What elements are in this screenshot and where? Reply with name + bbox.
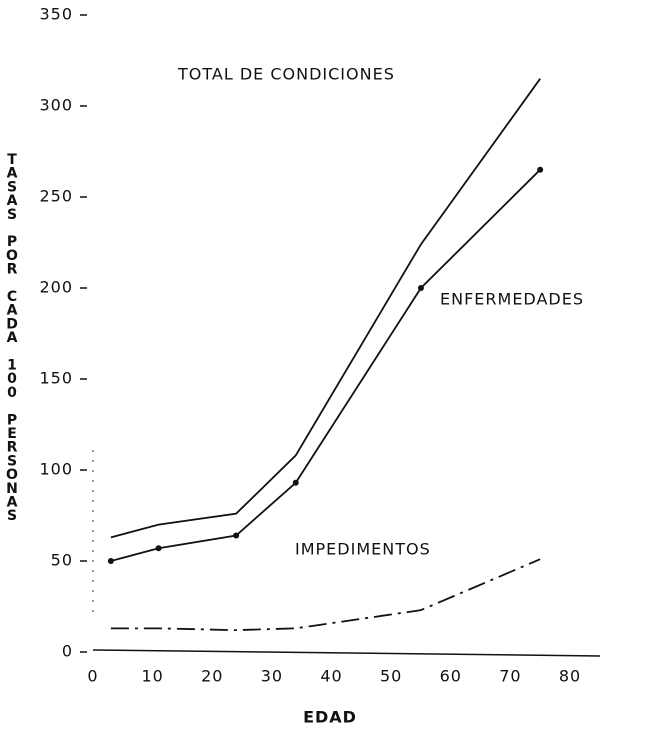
x-tick-label: 30 [261,667,283,686]
series-line [110,169,541,562]
series-point [537,166,544,173]
series-point [233,532,240,539]
x-tick-label: 20 [201,667,223,686]
series-point [107,558,114,564]
x-tick-label: 60 [440,667,462,686]
y-tick-label: 150 [39,369,73,388]
y-tick-label: 0 [62,642,73,661]
x-tick-label: 70 [499,667,521,686]
series-label: TOTAL DE CONDICIONES [177,65,395,84]
y-tick-label: 350 [39,5,73,24]
x-tick-label: 40 [320,667,342,686]
y-axis-label: TASAS POR CADA 100 PERSONAS [4,152,20,522]
y-tick-label: 100 [39,460,73,479]
x-tick-label: 0 [87,667,98,686]
y-tick-label: 250 [39,187,73,206]
y-tick-label: 50 [51,551,73,570]
x-axis [92,649,601,657]
x-tick-label: 80 [559,667,581,686]
series-point [292,479,299,486]
x-tick-label: 10 [141,667,163,686]
series-label: ENFERMEDADES [440,290,584,309]
series-label: IMPEDIMENTOS [295,540,431,559]
series-line [110,78,541,539]
series-point [417,285,424,291]
x-axis-label: EDAD [303,708,357,727]
series-line [110,558,541,632]
y-tick-label: 300 [39,96,73,115]
y-tick-label: 200 [39,278,73,297]
series-point [155,545,162,552]
x-tick-label: 50 [380,667,402,686]
